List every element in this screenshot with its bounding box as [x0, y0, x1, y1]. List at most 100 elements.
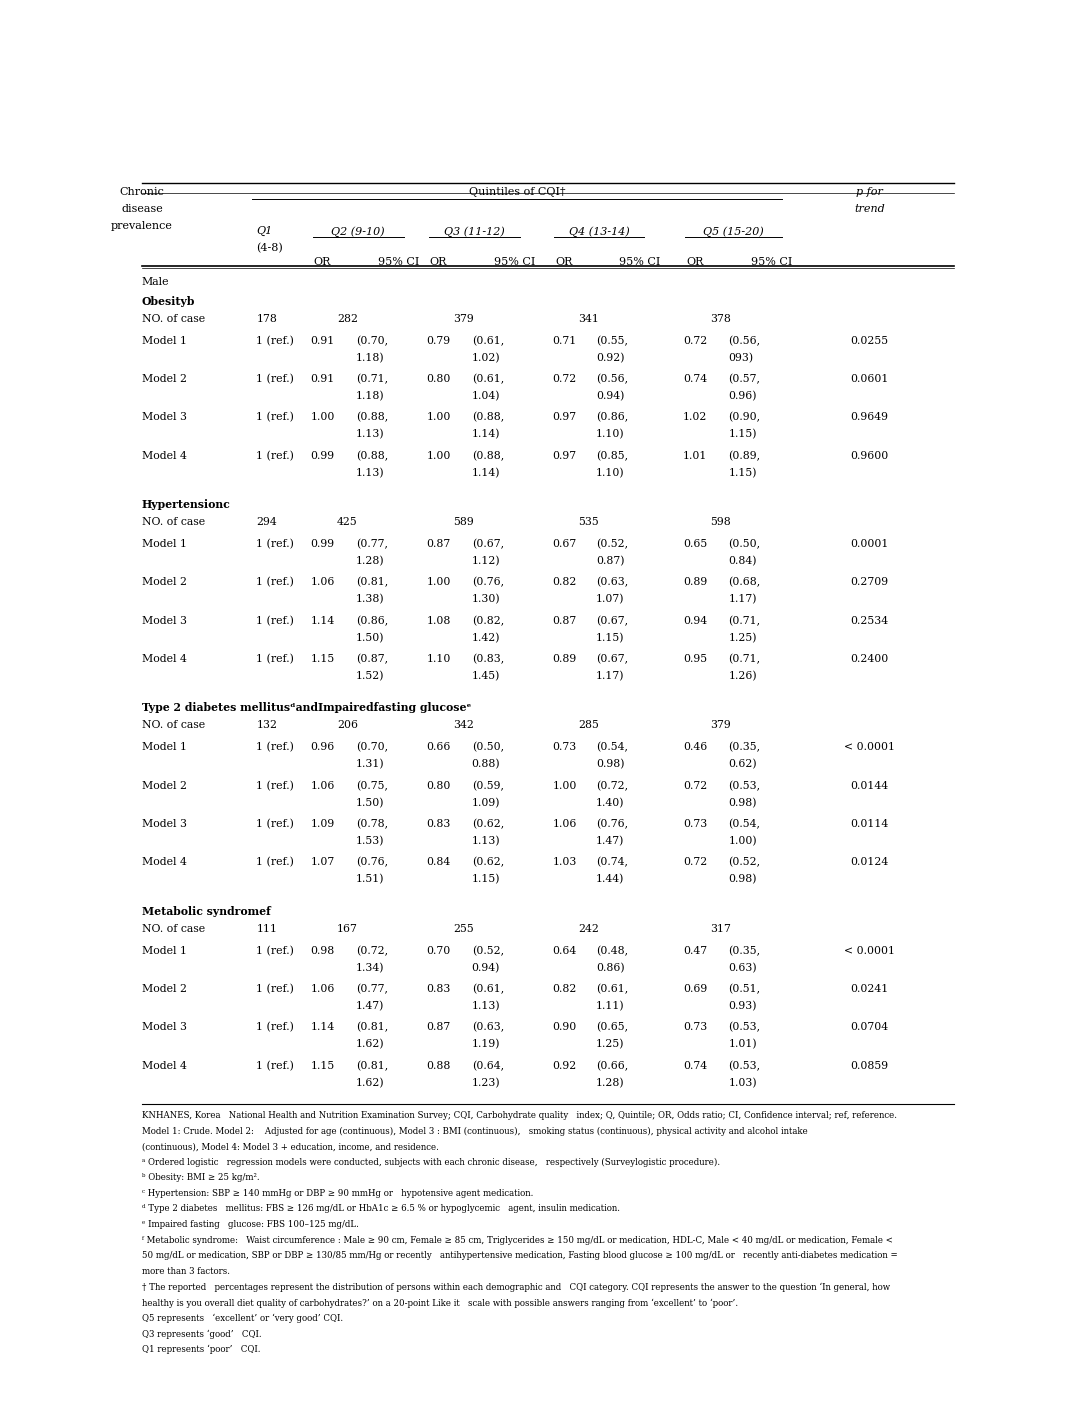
Text: 1 (ref.): 1 (ref.)	[257, 374, 294, 384]
Text: 1.14): 1.14)	[471, 429, 500, 439]
Text: 1.13): 1.13)	[471, 836, 500, 846]
Text: 242: 242	[578, 923, 599, 934]
Text: Metabolic syndromef: Metabolic syndromef	[142, 906, 270, 917]
Text: (0.88,: (0.88,	[471, 412, 503, 422]
Text: (0.86,: (0.86,	[356, 616, 388, 626]
Text: 0.83: 0.83	[427, 984, 451, 994]
Text: (0.62,: (0.62,	[471, 857, 503, 867]
Text: 0.0001: 0.0001	[850, 539, 888, 549]
Text: 0.69: 0.69	[683, 984, 708, 994]
Text: 0.84: 0.84	[427, 857, 451, 867]
Text: 0.72: 0.72	[553, 374, 576, 384]
Text: (0.52,: (0.52,	[471, 946, 503, 956]
Text: 1.25): 1.25)	[728, 633, 757, 643]
Text: (0.82,: (0.82,	[471, 616, 503, 626]
Text: 1.06: 1.06	[310, 781, 335, 791]
Text: 1.03: 1.03	[553, 857, 576, 867]
Text: NO. of case: NO. of case	[142, 516, 205, 528]
Text: OR: OR	[430, 256, 447, 267]
Text: ᶠ Metabolic syndrome:   Waist circumference : Male ≥ 90 cm, Female ≥ 85 cm, Trig: ᶠ Metabolic syndrome: Waist circumferenc…	[142, 1236, 893, 1244]
Text: 379: 379	[710, 720, 730, 731]
Text: (0.68,: (0.68,	[728, 577, 761, 587]
Text: (0.89,: (0.89,	[728, 451, 761, 461]
Text: 1.09): 1.09)	[471, 798, 500, 808]
Text: (0.90,: (0.90,	[728, 412, 761, 422]
Text: 317: 317	[710, 923, 730, 934]
Text: 0.94): 0.94)	[471, 963, 500, 973]
Text: 0.83: 0.83	[427, 819, 451, 829]
Text: 0.89: 0.89	[553, 654, 576, 664]
Text: 1.25): 1.25)	[595, 1039, 624, 1049]
Text: 0.71: 0.71	[553, 336, 576, 346]
Text: 95% CI: 95% CI	[378, 256, 420, 267]
Text: 0.0241: 0.0241	[850, 984, 888, 994]
Text: 0.87: 0.87	[553, 616, 576, 626]
Text: (0.81,: (0.81,	[356, 1022, 388, 1032]
Text: (0.70,: (0.70,	[356, 336, 388, 346]
Text: 093): 093)	[728, 353, 754, 363]
Text: 1.00: 1.00	[427, 412, 451, 422]
Text: (0.51,: (0.51,	[728, 984, 761, 994]
Text: 282: 282	[337, 313, 358, 323]
Text: 0.92): 0.92)	[595, 353, 624, 363]
Text: (0.72,: (0.72,	[356, 946, 388, 956]
Text: 0.2534: 0.2534	[850, 616, 888, 626]
Text: 0.62): 0.62)	[728, 759, 757, 769]
Text: 1.15: 1.15	[310, 1061, 335, 1071]
Text: 0.65: 0.65	[683, 539, 708, 549]
Text: 0.72: 0.72	[683, 336, 708, 346]
Text: Q3 represents ‘good’   CQI.: Q3 represents ‘good’ CQI.	[142, 1330, 262, 1338]
Text: 1.50): 1.50)	[356, 798, 384, 808]
Text: 1 (ref.): 1 (ref.)	[257, 451, 294, 461]
Text: 1.31): 1.31)	[356, 759, 384, 769]
Text: (0.70,: (0.70,	[356, 742, 388, 752]
Text: (0.57,: (0.57,	[728, 374, 760, 384]
Text: 1.12): 1.12)	[471, 556, 500, 566]
Text: Q1 represents ‘poor’   CQI.: Q1 represents ‘poor’ CQI.	[142, 1345, 261, 1354]
Text: (0.71,: (0.71,	[356, 374, 388, 384]
Text: 1.02: 1.02	[683, 412, 708, 422]
Text: 0.87: 0.87	[427, 1022, 451, 1032]
Text: 0.0144: 0.0144	[850, 781, 888, 791]
Text: 1.17): 1.17)	[728, 594, 757, 604]
Text: 379: 379	[453, 313, 474, 323]
Text: 1.40): 1.40)	[595, 798, 624, 808]
Text: Q5 represents   ‘excellent’ or ‘very good’ CQI.: Q5 represents ‘excellent’ or ‘very good’…	[142, 1314, 343, 1322]
Text: 1.14): 1.14)	[471, 468, 500, 478]
Text: 0.94): 0.94)	[595, 391, 624, 401]
Text: 285: 285	[578, 720, 599, 731]
Text: 1 (ref.): 1 (ref.)	[257, 539, 294, 549]
Text: Model 2: Model 2	[142, 781, 187, 791]
Text: (0.63,: (0.63,	[595, 577, 629, 587]
Text: 1.03): 1.03)	[728, 1078, 757, 1088]
Text: p for: p for	[856, 188, 883, 198]
Text: (0.56,: (0.56,	[595, 374, 629, 384]
Text: 0.98): 0.98)	[728, 798, 757, 808]
Text: 1.23): 1.23)	[471, 1078, 500, 1088]
Text: (0.76,: (0.76,	[356, 857, 388, 867]
Text: 294: 294	[257, 516, 277, 528]
Text: Q5 (15-20): Q5 (15-20)	[703, 226, 764, 236]
Text: (0.53,: (0.53,	[728, 1061, 761, 1071]
Text: 1 (ref.): 1 (ref.)	[257, 616, 294, 626]
Text: 1.15): 1.15)	[728, 429, 757, 439]
Text: 1.00: 1.00	[310, 412, 335, 422]
Text: 1.09: 1.09	[310, 819, 335, 829]
Text: 1.06: 1.06	[553, 819, 576, 829]
Text: (0.50,: (0.50,	[471, 742, 503, 752]
Text: ᵈ Type 2 diabetes   mellitus: FBS ≥ 126 mg/dL or HbA1c ≥ 6.5 % or hypoglycemic  : ᵈ Type 2 diabetes mellitus: FBS ≥ 126 mg…	[142, 1204, 620, 1213]
Text: 1.28): 1.28)	[595, 1078, 624, 1088]
Text: Q1: Q1	[257, 226, 273, 236]
Text: 1.11): 1.11)	[595, 1001, 624, 1011]
Text: 0.94: 0.94	[683, 616, 708, 626]
Text: 1.52): 1.52)	[356, 671, 384, 681]
Text: prevalence: prevalence	[111, 220, 173, 230]
Text: 1.13): 1.13)	[471, 1001, 500, 1011]
Text: 0.95: 0.95	[683, 654, 708, 664]
Text: 1.26): 1.26)	[728, 671, 757, 681]
Text: 1 (ref.): 1 (ref.)	[257, 984, 294, 994]
Text: (0.61,: (0.61,	[471, 984, 503, 994]
Text: 1 (ref.): 1 (ref.)	[257, 654, 294, 664]
Text: 0.0704: 0.0704	[850, 1022, 888, 1032]
Text: Model 1: Model 1	[142, 946, 187, 956]
